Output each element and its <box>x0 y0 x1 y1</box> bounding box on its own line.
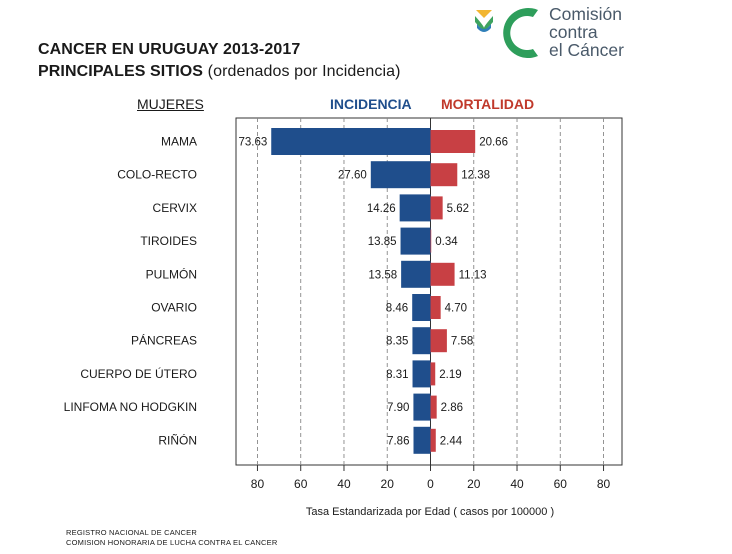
incidence-value-label: 8.46 <box>386 303 408 315</box>
incidence-bar <box>412 360 431 388</box>
bars: 73.63 20.66 27.60 12.38 14.26 5.62 13.85 0.34 13… <box>238 128 508 454</box>
incidence-bar <box>400 227 431 255</box>
plot-frame <box>235 117 623 466</box>
incidence-header: INCIDENCIA <box>330 96 412 112</box>
mortality-bar <box>430 362 436 386</box>
mortality-value-label: 11.13 <box>459 269 487 281</box>
logo-wordmark: Comisión contra el Cáncer <box>549 5 624 59</box>
incidence-value-label: 8.35 <box>386 336 408 348</box>
mortality-value-label: 0.34 <box>435 236 458 248</box>
mortality-value-label: 20.66 <box>479 137 508 149</box>
category-label: MAMA <box>161 135 197 149</box>
mortality-bar <box>430 296 441 319</box>
mortality-value-label: 5.62 <box>447 203 469 215</box>
logo-line-1: Comisión <box>549 4 622 24</box>
x-tick-label: 60 <box>294 477 308 491</box>
chart-subtitle: PRINCIPALES SITIOS (ordenados por Incide… <box>38 63 401 81</box>
category-label: COLO-RECTO <box>117 168 197 182</box>
mortality-value-label: 2.19 <box>439 369 461 381</box>
x-axis: 80 60 40 20 0 20 40 60 80 <box>251 465 611 491</box>
mortality-value-label: 2.86 <box>441 402 463 414</box>
mortality-bar <box>430 329 447 353</box>
incidence-value-label: 7.86 <box>387 435 409 447</box>
category-label: PULMÓN <box>146 266 197 281</box>
footer-commission: COMISION HONORARIA DE LUCHA CONTRA EL CA… <box>66 538 278 547</box>
logo-line-3: el Cáncer <box>549 40 624 60</box>
incidence-bar <box>413 393 431 421</box>
category-label: TIROIDES <box>140 234 197 248</box>
incidence-value-label: 27.60 <box>338 170 367 182</box>
mortality-bar <box>430 428 436 452</box>
mortality-bar <box>430 229 432 253</box>
incidence-value-label: 13.85 <box>368 236 397 248</box>
mortality-bar <box>430 196 443 220</box>
x-tick-label: 60 <box>554 477 568 491</box>
mortality-bar <box>430 163 458 187</box>
category-label: PÁNCREAS <box>131 333 197 348</box>
comision-logo-icon <box>475 7 538 59</box>
category-label: LINFOMA NO HODGKIN <box>64 400 197 414</box>
x-tick-label: 0 <box>427 477 434 491</box>
category-labels: MAMA COLO-RECTO CERVIX TIROIDES PULMÓN OVARIO… <box>64 135 197 448</box>
incidence-bar <box>271 128 431 155</box>
x-tick-label: 80 <box>251 477 265 491</box>
mortality-value-label: 7.58 <box>451 336 473 348</box>
incidence-value-label: 73.63 <box>238 137 267 149</box>
category-label: OVARIO <box>151 301 197 315</box>
incidence-value-label: 14.26 <box>367 203 396 215</box>
category-label: CERVIX <box>153 201 197 215</box>
mortality-bar <box>430 130 476 153</box>
leaf-emblem-icon <box>475 10 493 32</box>
incidence-bar <box>401 260 431 288</box>
x-tick-label: 20 <box>467 477 481 491</box>
chart-title: CANCER EN URUGUAY 2013-2017 <box>38 41 301 58</box>
logo-line-2: contra <box>549 22 598 42</box>
incidence-value-label: 7.90 <box>387 402 409 414</box>
mortality-value-label: 4.70 <box>445 303 467 315</box>
x-tick-label: 40 <box>337 477 351 491</box>
subtitle-main: PRINCIPALES SITIOS <box>38 63 204 80</box>
category-label: CUERPO DE ÚTERO <box>80 366 197 381</box>
footer-registry: REGISTRO NACIONAL DE CANCER <box>66 528 197 537</box>
incidence-bar <box>399 194 431 222</box>
x-tick-label: 80 <box>597 477 611 491</box>
crescent-c-icon <box>503 7 538 59</box>
x-tick-label: 20 <box>381 477 395 491</box>
incidence-value-label: 8.31 <box>386 369 408 381</box>
mortality-value-label: 12.38 <box>461 170 490 182</box>
incidence-bar <box>413 426 431 454</box>
incidence-bar <box>370 161 431 189</box>
x-tick-label: 40 <box>510 477 524 491</box>
category-label: RIÑÓN <box>158 432 197 447</box>
group-label: MUJERES <box>137 96 204 112</box>
incidence-bar <box>412 327 431 355</box>
mortality-header: MORTALIDAD <box>441 96 535 112</box>
mortality-bar <box>430 395 437 419</box>
mortality-bar <box>430 262 455 286</box>
subtitle-note: (ordenados por Incidencia) <box>203 63 401 80</box>
incidence-value-label: 13.58 <box>368 269 397 281</box>
mortality-value-label: 2.44 <box>440 435 463 447</box>
x-axis-label: Tasa Estandarizada por Edad ( casos por … <box>305 506 555 518</box>
incidence-bar <box>412 294 431 321</box>
